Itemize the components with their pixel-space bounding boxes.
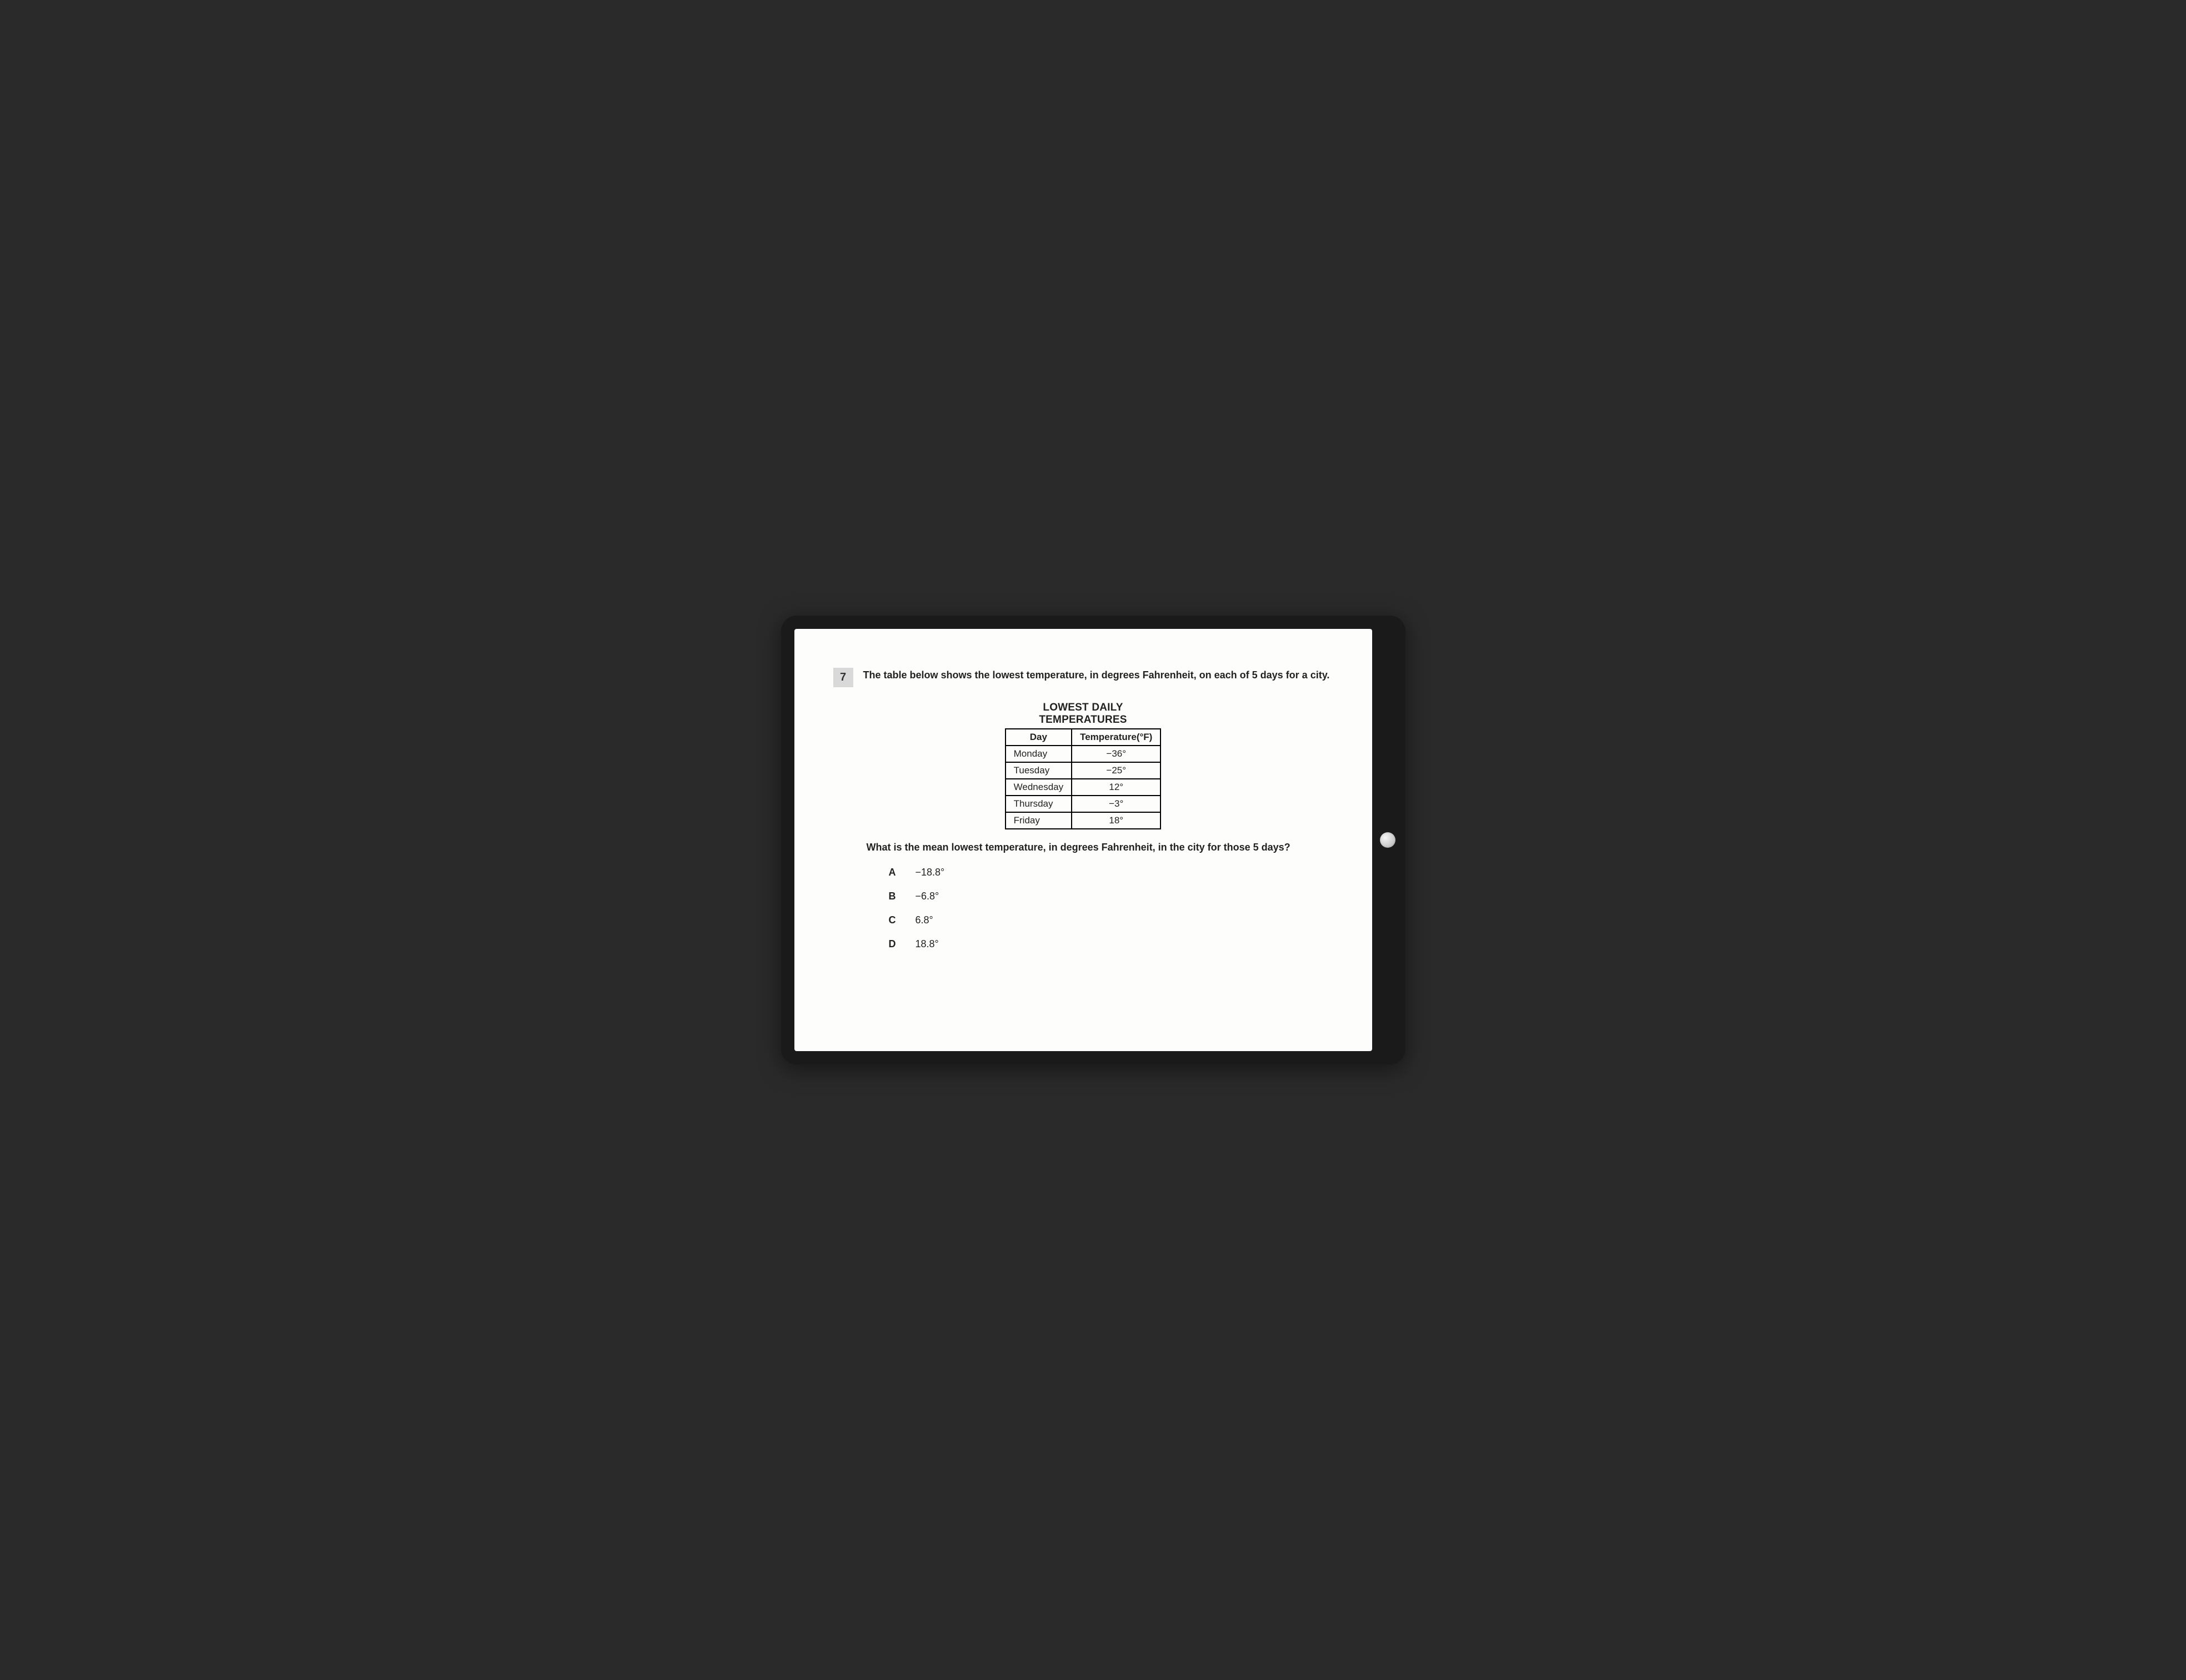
choice-value: 18.8° <box>916 938 939 950</box>
choice-d[interactable]: D 18.8° <box>889 938 1333 950</box>
choice-c[interactable]: C 6.8° <box>889 914 1333 926</box>
temperature-table-section: LOWEST DAILY TEMPERATURES Day Temperatur… <box>833 702 1333 829</box>
table-row: Thursday −3° <box>1006 796 1161 812</box>
col-header-day: Day <box>1006 729 1072 746</box>
col-header-temp: Temperature(°F) <box>1072 729 1160 746</box>
table-title: LOWEST DAILY TEMPERATURES <box>833 702 1333 726</box>
choice-label: B <box>889 891 900 902</box>
question-stem: The table below shows the lowest tempera… <box>863 668 1330 682</box>
cell-temp: −3° <box>1072 796 1160 812</box>
question-number-badge: 7 <box>833 668 853 687</box>
table-title-line1: LOWEST DAILY <box>1043 702 1123 713</box>
table-row: Wednesday 12° <box>1006 779 1161 796</box>
table-title-line2: TEMPERATURES <box>1039 714 1127 726</box>
table-header-row: Day Temperature(°F) <box>1006 729 1161 746</box>
question-header: 7 The table below shows the lowest tempe… <box>833 668 1333 687</box>
cell-temp: 12° <box>1072 779 1160 796</box>
choice-label: C <box>889 914 900 926</box>
table-row: Friday 18° <box>1006 812 1161 829</box>
cell-day: Monday <box>1006 746 1072 762</box>
cell-temp: −36° <box>1072 746 1160 762</box>
cell-temp: 18° <box>1072 812 1160 829</box>
home-button[interactable] <box>1380 832 1395 848</box>
choice-a[interactable]: A −18.8° <box>889 867 1333 878</box>
cell-day: Thursday <box>1006 796 1072 812</box>
table-row: Tuesday −25° <box>1006 762 1161 779</box>
answer-choices: A −18.8° B −6.8° C 6.8° D 18.8° <box>889 867 1333 950</box>
worksheet-page: 7 The table below shows the lowest tempe… <box>794 629 1372 1051</box>
choice-value: −18.8° <box>916 867 945 878</box>
table-row: Monday −36° <box>1006 746 1161 762</box>
cell-temp: −25° <box>1072 762 1160 779</box>
choice-label: A <box>889 867 900 878</box>
choice-value: 6.8° <box>916 914 933 926</box>
question-prompt: What is the mean lowest temperature, in … <box>867 842 1333 853</box>
cell-day: Tuesday <box>1006 762 1072 779</box>
cell-day: Friday <box>1006 812 1072 829</box>
choice-b[interactable]: B −6.8° <box>889 891 1333 902</box>
choice-value: −6.8° <box>916 891 939 902</box>
tablet-frame: 7 The table below shows the lowest tempe… <box>781 616 1405 1064</box>
temperature-table: Day Temperature(°F) Monday −36° Tuesday … <box>1005 728 1162 829</box>
choice-label: D <box>889 938 900 950</box>
cell-day: Wednesday <box>1006 779 1072 796</box>
